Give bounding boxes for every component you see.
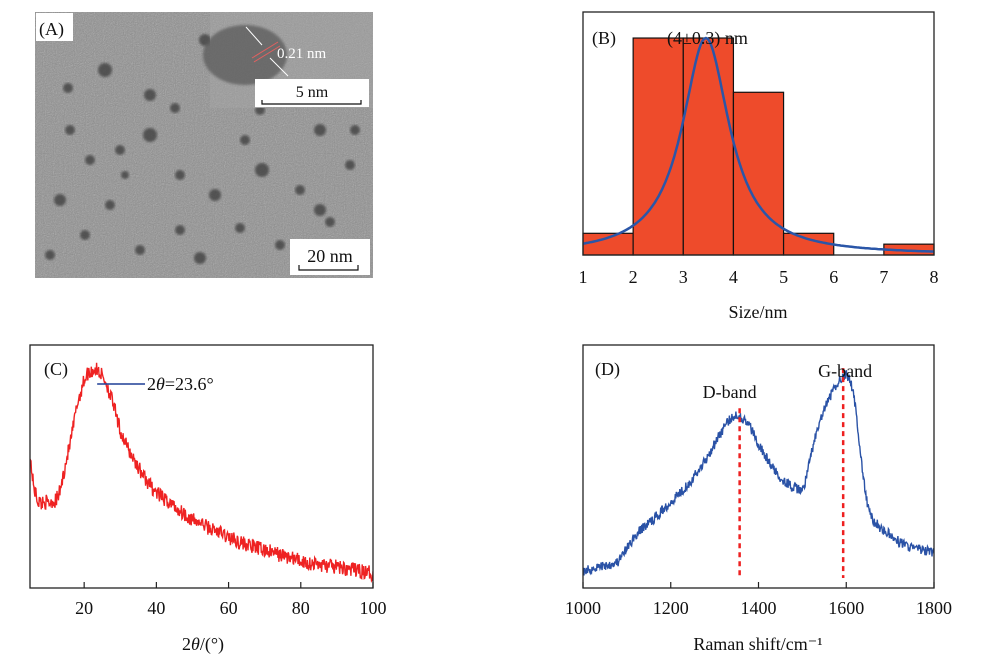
- nanoparticle: [115, 145, 125, 155]
- nanoparticle: [175, 225, 185, 235]
- panel-b-size-histogram: (B) (4±0.3) nm 1 2 3 4 5 6 7 8 Size/nm: [579, 11, 939, 322]
- band-label: G-band: [818, 361, 872, 381]
- band-label: D-band: [703, 382, 757, 402]
- inset-crystal: [203, 25, 287, 85]
- panel-a-label: (A): [39, 19, 64, 40]
- scalebar-label: 20 nm: [307, 246, 353, 266]
- inset-scalebar: [261, 100, 362, 105]
- lattice-line-1: [251, 41, 279, 59]
- panel-b-label: (B): [592, 28, 616, 49]
- inset-arrow-top: [245, 26, 263, 46]
- peak-annotation-label: 2θ=23.6°: [147, 374, 214, 394]
- nanoparticle: [235, 223, 245, 233]
- nanoparticle: [85, 155, 95, 165]
- nanoparticle: [143, 128, 157, 142]
- panel-c-frame: [29, 344, 374, 589]
- x-tick-label: 6: [829, 267, 838, 287]
- panel-c-label: (C): [44, 359, 68, 380]
- nanoparticle: [314, 124, 326, 136]
- nanoparticle: [80, 230, 90, 240]
- panel-b-title: (4±0.3) nm: [667, 28, 748, 49]
- hrtem-inset: 0.21 nm 5 nm: [203, 12, 373, 108]
- peak-annotation-prefix: 2: [147, 374, 156, 394]
- x-tick-label: 100: [360, 598, 387, 618]
- nanoparticle: [295, 185, 305, 195]
- nanoparticle: [135, 245, 145, 255]
- inset-arrow-bottom: [269, 57, 289, 77]
- panel-c-x-ticks: 20 40 60 80 100: [75, 582, 387, 618]
- x-tick-label: 4: [729, 267, 738, 287]
- nanoparticle: [350, 125, 360, 135]
- panel-d-label: (D): [595, 359, 620, 380]
- nanoparticle: [54, 194, 66, 206]
- panel-b-frame: [582, 11, 935, 256]
- nanoparticle: [275, 240, 285, 250]
- x-tick-label: 1800: [916, 598, 952, 618]
- inset-scalebar-label: 5 nm: [296, 84, 329, 101]
- nanoparticle: [325, 217, 335, 227]
- x-tick-label: 8: [930, 267, 939, 287]
- panel-d-frame: [582, 344, 935, 589]
- panel-b-x-ticks: 1 2 3 4 5 6 7 8: [579, 267, 939, 287]
- panel-c-xlabel: 2θ/(°): [182, 634, 224, 655]
- x-tick-label: 1: [579, 267, 588, 287]
- nanoparticle: [209, 189, 221, 201]
- panel-b-xlabel: Size/nm: [729, 302, 788, 322]
- x-tick-label: 7: [879, 267, 888, 287]
- x-tick-label: 1200: [653, 598, 689, 618]
- x-tick-label: 40: [147, 598, 165, 618]
- nanoparticle: [105, 200, 115, 210]
- raman-spectrum-line: [583, 370, 934, 576]
- panel-a-tem-image: 0.21 nm 5 nm (A) 20 nm: [35, 12, 373, 278]
- nanoparticle: [240, 135, 250, 145]
- nanoparticle: [194, 252, 206, 264]
- peak-annotation-value: =23.6°: [165, 374, 214, 394]
- x-tick-label: 3: [679, 267, 688, 287]
- panel-d-raman: D-band G-band (D) 1000 1200 1400 1600 1800 Ra…: [565, 344, 952, 654]
- nanoparticle: [144, 89, 156, 101]
- nanoparticle: [314, 204, 326, 216]
- xrd-pattern-line: [30, 362, 373, 583]
- lattice-spacing-label: 0.21 nm: [277, 46, 327, 62]
- histogram-bar: [732, 91, 785, 256]
- panel-d-xlabel: Raman shift/cm⁻¹: [693, 634, 822, 654]
- x-tick-label: 5: [779, 267, 788, 287]
- nanoparticle: [63, 83, 73, 93]
- nanoparticle: [345, 160, 355, 170]
- band-markers: D-band G-band: [703, 361, 872, 578]
- histogram-bar: [682, 37, 735, 256]
- peak-annotation-theta: θ: [156, 374, 165, 394]
- x-tick-label: 1400: [741, 598, 777, 618]
- nanoparticle: [98, 63, 112, 77]
- x-tick-label: 20: [75, 598, 93, 618]
- nanoparticle: [45, 250, 55, 260]
- nanoparticle: [170, 103, 180, 113]
- x-tick-label: 2: [629, 267, 638, 287]
- nanoparticle: [65, 125, 75, 135]
- inset-scalebar-box: [255, 79, 369, 107]
- x-tick-label: 80: [292, 598, 310, 618]
- panel-c-xrd: 2θ=23.6° (C) 20 40 60 80 100 2θ/(°): [29, 344, 387, 655]
- x-tick-label: 60: [220, 598, 238, 618]
- nanoparticle: [121, 171, 129, 179]
- x-tick-label: 1600: [828, 598, 864, 618]
- nanoparticle: [255, 163, 269, 177]
- panel-a-label-box: [36, 13, 73, 41]
- x-tick-label: 1000: [565, 598, 601, 618]
- panel-d-x-ticks: 1000 1200 1400 1600 1800: [565, 582, 952, 618]
- nanoparticle: [175, 170, 185, 180]
- lattice-line-2: [253, 45, 281, 63]
- scalebar: [298, 265, 359, 271]
- scalebar-box: [290, 239, 370, 275]
- lorentz-fit-curve: [583, 36, 934, 253]
